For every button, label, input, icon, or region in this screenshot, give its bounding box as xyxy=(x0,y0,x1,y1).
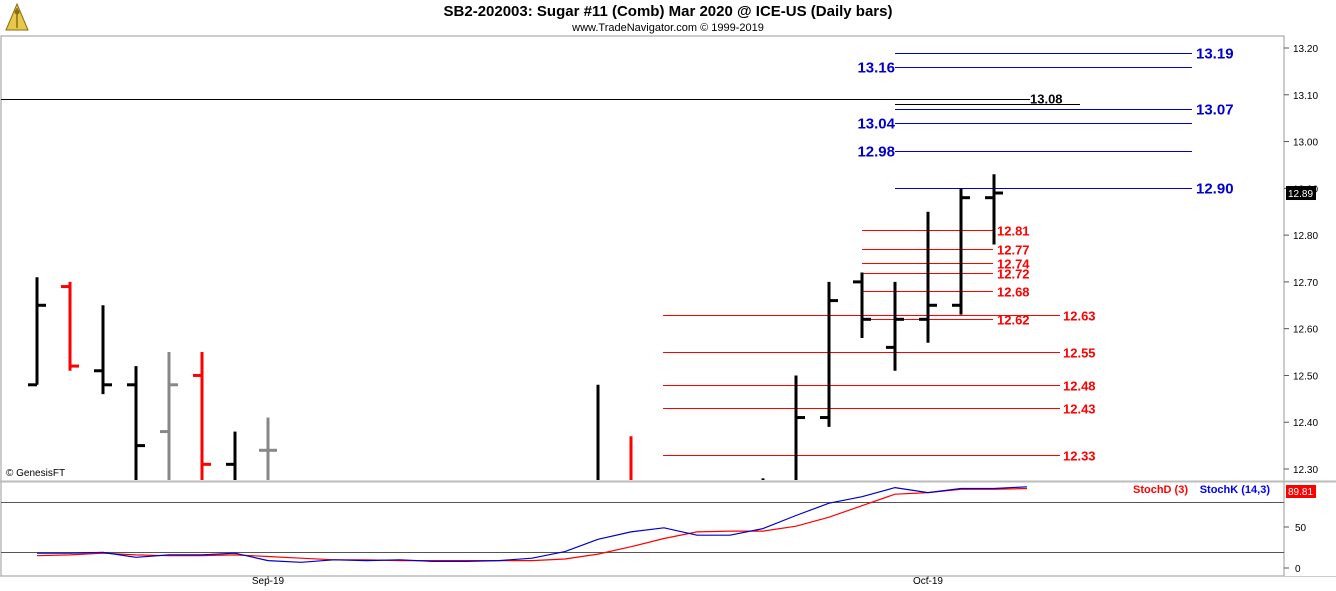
copyright-text: © GenesisFT xyxy=(6,468,66,479)
x-tick-label: Oct-19 xyxy=(913,576,943,587)
level-label: 12.43 xyxy=(1063,402,1096,417)
level-label: 12.81 xyxy=(997,224,1030,239)
level-label: 13.19 xyxy=(1196,46,1234,63)
chart-title: SB2-202003: Sugar #11 (Comb) Mar 2020 @ … xyxy=(443,3,893,20)
stoch-series-line xyxy=(37,486,1028,563)
level-label: 12.55 xyxy=(1063,346,1096,361)
stoch-legend-d: StochD (3) xyxy=(1133,484,1188,496)
chart-subtitle: www.TradeNavigator.com © 1999-2019 xyxy=(572,22,764,34)
level-label: 13.08 xyxy=(1030,92,1063,107)
level-label: 13.16 xyxy=(857,60,895,77)
level-label: 12.68 xyxy=(997,285,1030,300)
price-tick-label: 13.00 xyxy=(1293,138,1318,149)
price-tick-label: 12.80 xyxy=(1293,231,1318,242)
price-tick-label: 12.30 xyxy=(1293,465,1318,476)
chart-header: SB2-202003: Sugar #11 (Comb) Mar 2020 @ … xyxy=(0,0,1336,36)
price-panel-frame xyxy=(0,35,1285,482)
level-label: 12.90 xyxy=(1196,181,1234,198)
level-label: 12.98 xyxy=(857,144,895,161)
last-price-tag xyxy=(1286,186,1316,201)
stoch-tick-label: 0 xyxy=(1295,564,1301,575)
level-label: 12.63 xyxy=(1063,309,1096,324)
level-label: 12.74 xyxy=(997,257,1030,272)
stoch-legend-k: StochK (14,3) xyxy=(1200,484,1271,496)
last-price-label: 12.89 xyxy=(1288,189,1313,200)
stoch-last-value-tag xyxy=(1286,485,1316,498)
level-label: 12.33 xyxy=(1063,449,1096,464)
level-label: 13.07 xyxy=(1196,102,1234,119)
x-tick-label: Sep-19 xyxy=(252,576,285,587)
stoch-series-line xyxy=(36,487,1028,562)
price-tick-label: 12.60 xyxy=(1293,325,1318,336)
trade-navigator-logo-icon xyxy=(5,2,29,31)
level-label: 12.77 xyxy=(997,243,1030,258)
stoch-tick-label: 50 xyxy=(1295,523,1307,534)
price-tick-label: 12.40 xyxy=(1293,418,1318,429)
level-label: 12.62 xyxy=(997,313,1030,328)
stoch-last-value-label: 89.81 xyxy=(1288,487,1313,498)
level-label: 13.04 xyxy=(857,116,895,133)
stoch-panel-frame xyxy=(0,481,1285,577)
price-tick-label: 13.20 xyxy=(1293,44,1318,55)
level-label: 12.48 xyxy=(1063,379,1096,394)
price-tick-label: 12.70 xyxy=(1293,278,1318,289)
price-tick-label: 12.50 xyxy=(1293,371,1318,382)
price-tick-label: 13.10 xyxy=(1293,91,1318,102)
level-label: 12.72 xyxy=(997,267,1030,282)
